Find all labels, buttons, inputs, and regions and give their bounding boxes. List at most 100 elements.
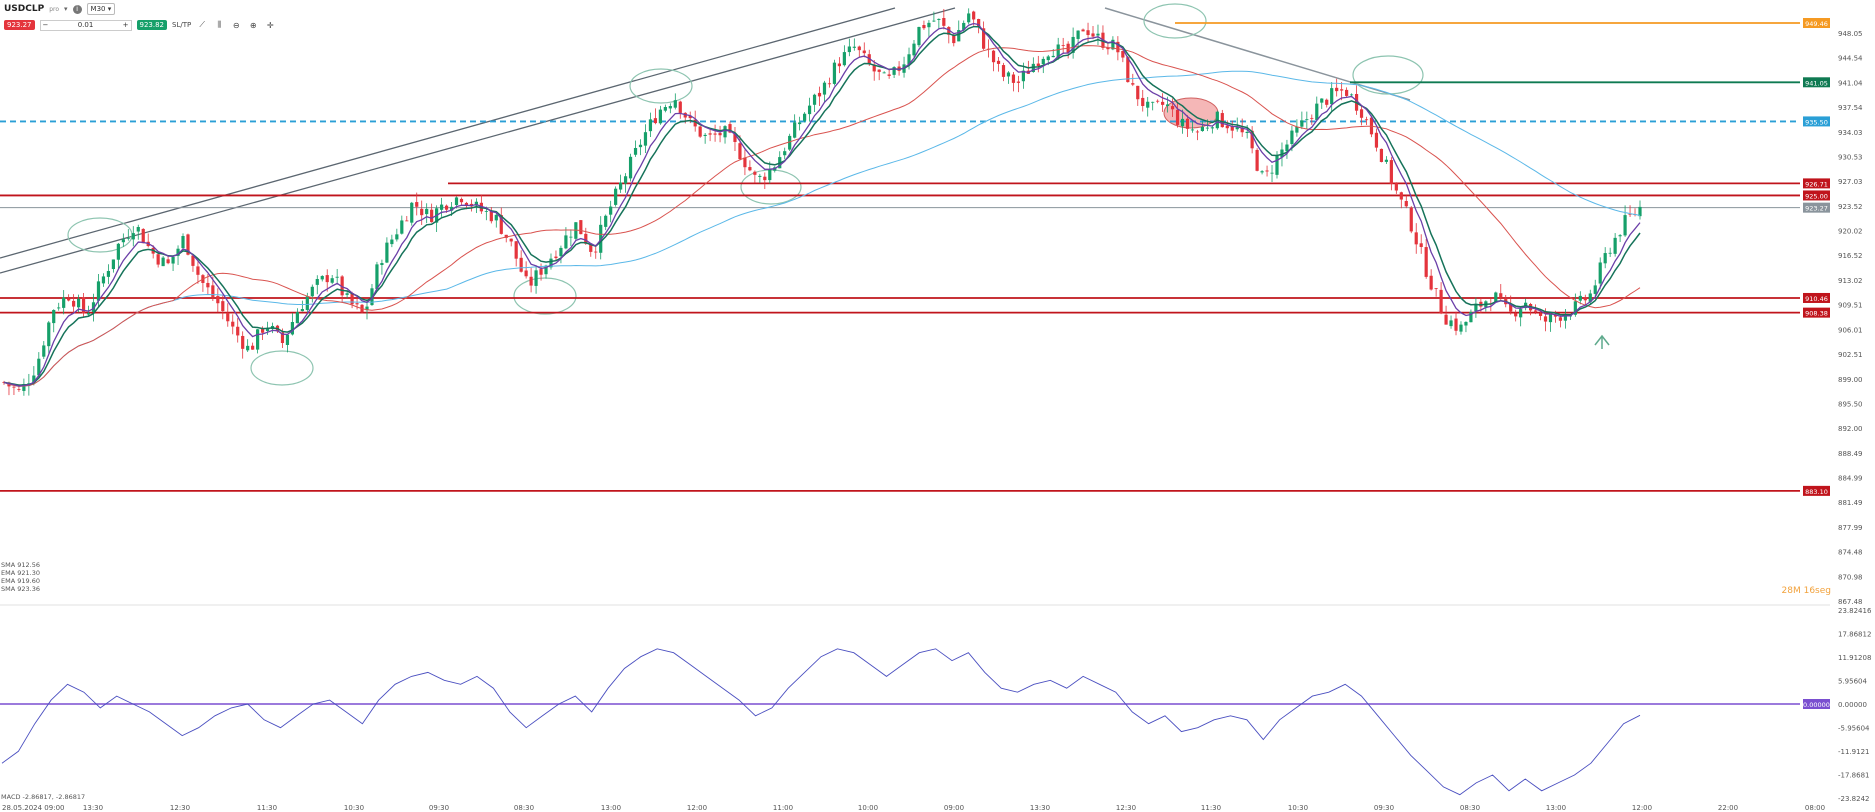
candle-body xyxy=(1081,29,1085,32)
candle-body xyxy=(280,332,285,344)
candle-body xyxy=(300,309,304,312)
annotation-ellipse xyxy=(513,277,577,315)
candle-body xyxy=(733,133,737,142)
minus-icon[interactable]: − xyxy=(42,21,49,29)
legend-sma-1[interactable]: SMA 912.56 xyxy=(1,561,40,569)
candle-body xyxy=(554,256,558,259)
price-axis-tick: 870.98 xyxy=(1838,573,1863,581)
sltp-button[interactable]: SL/TP xyxy=(172,21,192,29)
candle-body xyxy=(345,293,349,295)
candle-body xyxy=(1245,131,1249,133)
legend-sma-2[interactable]: SMA 923.36 xyxy=(1,585,40,593)
price-axis-tick: 923.52 xyxy=(1838,203,1863,211)
annotation-ellipse xyxy=(629,68,693,104)
level-tag xyxy=(1803,307,1830,318)
candle-body xyxy=(623,176,628,184)
candle-body xyxy=(1305,119,1309,121)
candle-body xyxy=(1414,232,1418,245)
candle-body xyxy=(484,211,488,212)
candle-body xyxy=(633,147,638,155)
annotation-ellipse xyxy=(67,217,133,253)
quantity-stepper[interactable]: − 0.01 + xyxy=(39,19,132,31)
candle-body xyxy=(1131,83,1135,85)
candle-body xyxy=(1588,293,1592,302)
candle-body xyxy=(559,247,563,257)
candle-body xyxy=(1494,292,1498,303)
time-axis-tick: 22:00 xyxy=(1718,804,1738,812)
candle-body xyxy=(236,326,240,336)
symbol-sub: pro xyxy=(49,5,60,13)
candle-body xyxy=(604,215,608,227)
candle-body xyxy=(594,251,598,253)
price-axis-tick: 909.51 xyxy=(1838,302,1863,310)
candle-body xyxy=(1061,45,1065,46)
legend-ema-2[interactable]: EMA 919.60 xyxy=(1,577,40,585)
candle-body xyxy=(340,276,344,296)
time-axis-tick: 10:00 xyxy=(858,804,878,812)
candle-body xyxy=(1121,50,1125,58)
symbol-dropdown-icon[interactable]: ▾ xyxy=(64,5,68,13)
crosshair-icon[interactable]: ✛ xyxy=(266,20,274,30)
candle-body xyxy=(335,276,339,278)
candle-body xyxy=(1359,109,1364,118)
chart-toolbar: USDCLP pro ▾ i M30 ▾ 923.27 − 0.01 + 923… xyxy=(0,0,300,34)
candle-body xyxy=(832,62,837,84)
candle-body xyxy=(1340,89,1344,91)
candle-body xyxy=(564,235,568,249)
candle-body xyxy=(1345,89,1349,96)
price-axis-tick: 899.00 xyxy=(1838,376,1863,384)
candle-body xyxy=(67,298,71,301)
candle-body xyxy=(42,345,46,357)
candle-body xyxy=(295,312,299,324)
candle-body xyxy=(1469,312,1473,323)
candle-body xyxy=(1046,56,1050,61)
zoom-in-icon[interactable]: ⊕ xyxy=(249,20,257,30)
candle-body xyxy=(1051,55,1055,58)
info-icon[interactable]: i xyxy=(72,4,82,14)
legend-ema-1[interactable]: EMA 921.30 xyxy=(1,569,40,577)
candle-body xyxy=(1464,321,1468,326)
candle-body xyxy=(817,92,822,97)
candle-body xyxy=(628,156,633,179)
candle-body xyxy=(1260,171,1264,173)
macd-legend[interactable]: MACD -2.86817, -2.86817 xyxy=(1,793,86,801)
plus-icon[interactable]: + xyxy=(122,21,129,29)
candle-body xyxy=(1623,215,1627,236)
candle-body xyxy=(121,239,125,243)
candle-body xyxy=(1071,36,1075,53)
sell-button[interactable]: 923.27 xyxy=(4,20,35,30)
timeframe-select[interactable]: M30 ▾ xyxy=(86,3,116,15)
macd-axis-tick: -17.8681 xyxy=(1838,771,1869,779)
candle-body xyxy=(395,234,399,240)
candle-body xyxy=(1459,324,1463,332)
candle-body xyxy=(1210,127,1214,129)
candle-body xyxy=(315,279,319,285)
candle-body xyxy=(1111,39,1115,50)
candle-body xyxy=(1514,313,1518,317)
symbol-name[interactable]: USDCLP xyxy=(4,4,45,14)
macd-axis-tick: 5.95604 xyxy=(1838,677,1867,685)
candle-body xyxy=(638,144,643,148)
time-axis-tick: 12:30 xyxy=(1116,804,1136,812)
price-axis-tick: 920.02 xyxy=(1838,228,1863,236)
candle-body xyxy=(86,313,91,315)
candle-body xyxy=(380,263,384,266)
candle-body xyxy=(1091,33,1095,37)
quantity-value[interactable]: 0.01 xyxy=(77,21,94,29)
line-icon[interactable]: ⟋ xyxy=(199,20,205,29)
macd-axis-tick: -5.95604 xyxy=(1838,724,1870,732)
price-axis-tick: 948.05 xyxy=(1838,30,1863,38)
zoom-out-icon[interactable]: ⊖ xyxy=(232,20,240,30)
candle-body xyxy=(1315,103,1319,120)
sma-red-line xyxy=(3,45,1641,387)
candle-body xyxy=(1454,318,1458,331)
time-axis-tick: 13:30 xyxy=(1030,804,1050,812)
candles-icon[interactable]: ⫼ xyxy=(217,20,222,29)
candle-body xyxy=(216,296,220,304)
candle-body xyxy=(1613,237,1617,254)
buy-button[interactable]: 923.82 xyxy=(136,20,167,30)
candle-body xyxy=(1300,120,1304,127)
candle-body xyxy=(1474,303,1478,312)
price-axis-tick: 934.03 xyxy=(1838,129,1863,137)
